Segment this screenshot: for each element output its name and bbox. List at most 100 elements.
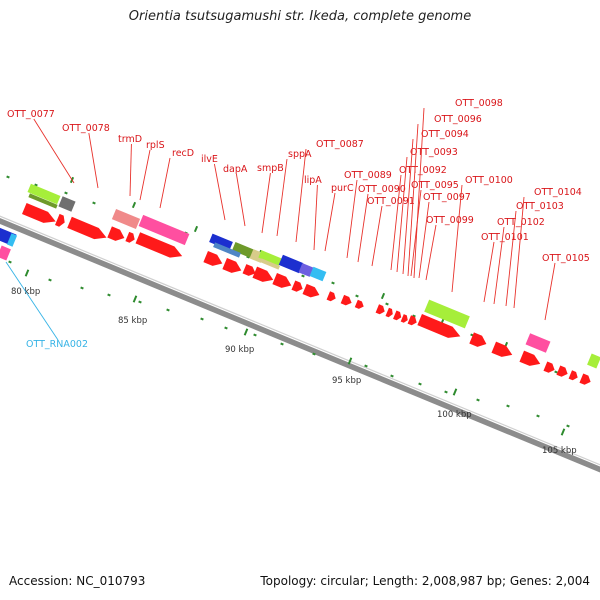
gene-label: OTT_0093 [410,147,458,158]
gene-label: rplS [146,140,165,151]
backbone-highlight [0,215,600,466]
colored-gene-upper [27,183,61,205]
lower-scale-tick [107,293,111,297]
gene-label-line [357,193,369,263]
genome-summary-text: Topology: circular; Length: 2,008,987 bp… [260,574,590,588]
gene-label-line [139,149,151,201]
upper-scale-tick [6,175,10,179]
cds-arrow [579,373,591,385]
cds-arrow [556,365,568,377]
lower-scale-tick [224,326,228,330]
upper-major-tick [380,292,386,300]
gene-label: OTT_0091 [367,196,415,207]
colored-gene-lower [587,353,600,369]
upper-scale-tick [412,314,416,318]
gene-label: recD [172,148,194,159]
cds-arrow [272,273,292,288]
cds-arrow [568,370,578,381]
gene-label: lipA [304,175,322,186]
gene-label: OTT_0096 [434,114,482,125]
colored-gene-upper [232,242,254,258]
gene-label: OTT_0087 [316,139,364,150]
lower-scale-tick [166,308,170,312]
gene-label-line [483,241,495,303]
cds-arrow [252,266,274,282]
lower-scale-tick [506,404,510,408]
gene-label: OTT_0105 [542,253,590,264]
lower-scale-tick [253,333,257,337]
colored-gene-upper [209,233,233,251]
gene-label-line [425,224,437,281]
cds-arrow [417,314,461,338]
rna-label-line [5,261,59,341]
gene-label: purC [331,183,354,194]
lower-scale-tick [312,352,316,356]
upper-scale-tick [34,183,38,187]
upper-scale-tick [355,294,359,298]
gene-label: sppA [288,149,312,160]
lower-major-tick [347,357,353,365]
cds-arrow [107,226,125,241]
colored-gene-upper [58,196,76,212]
gene-label: OTT_0077 [7,109,55,120]
gene-label-line [513,196,525,309]
gene-label-line [324,192,336,252]
gene-label-line [396,156,408,273]
lower-scale-tick [48,278,52,282]
gene-label: OTT_0094 [421,129,469,140]
gene-label-line [493,226,505,305]
gene-label: OTT_0090 [358,184,406,195]
gene-label: smpB [257,163,284,174]
scale-label: 100 kbp [437,410,472,420]
gene-label-line [88,132,99,189]
gene-label: OTT_0101 [481,232,529,243]
cds-arrow [400,314,408,323]
scale-label: 105 kbp [542,446,577,456]
gene-label: ilvE [201,154,218,165]
cds-arrow [519,350,541,366]
colored-gene-upper [309,266,327,282]
gene-label: OTT_0100 [465,175,513,186]
cds-arrow [67,216,107,240]
gene-label: OTT_0092 [399,165,447,176]
gene-label-line [261,172,271,234]
gene-label-line [402,138,414,275]
gene-label-line [410,189,422,277]
lower-scale-tick [138,300,142,304]
lower-scale-tick [80,286,84,290]
gene-label-line [451,184,463,293]
lower-major-tick [560,428,566,436]
upper-scale-tick [64,191,68,195]
cds-arrow [354,299,364,309]
gene-label-line [407,123,419,277]
gene-label-line [295,148,307,243]
lower-scale-tick [444,390,448,394]
gene-label: OTT_0078 [62,123,110,134]
cds-arrow [326,291,336,302]
cds-arrow [491,341,513,357]
genome-backbone [0,217,600,473]
lower-major-tick [243,328,249,336]
colored-gene-upper [213,242,241,258]
cds-arrow [21,202,56,223]
gene-label-line [313,184,318,251]
gene-label: OTT_0099 [426,215,474,226]
gene-label: dapA [223,164,248,175]
gene-label-line [235,173,246,227]
gene-label-line [33,118,75,184]
gene-label-line [418,201,430,279]
cds-arrow [291,280,303,292]
colored-gene-upper [278,254,304,274]
lower-scale-tick [566,424,570,428]
upper-scale-tick [385,302,389,306]
cds-arrow [340,294,352,306]
lower-major-tick [452,388,458,396]
genome-title: Orientia tsutsugamushi str. Ikeda, compl… [128,9,472,24]
gene-label-line [413,107,425,279]
gene-label-line [505,210,517,307]
cds-arrow [375,304,385,315]
upper-major-tick [193,225,199,233]
cds-arrow [125,231,135,243]
rna-label: OTT_RNA002 [26,339,88,350]
upper-scale-tick [92,201,96,205]
